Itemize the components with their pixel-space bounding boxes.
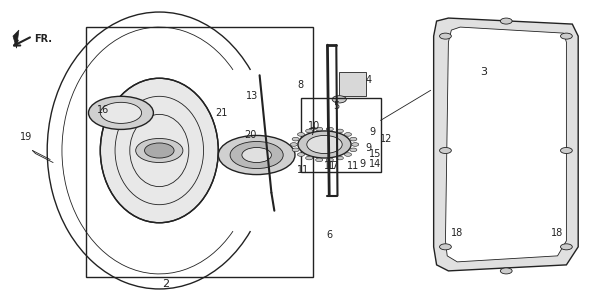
Ellipse shape — [100, 78, 218, 223]
Circle shape — [242, 147, 271, 163]
Text: 2: 2 — [162, 279, 169, 290]
Circle shape — [297, 153, 304, 156]
Text: 21: 21 — [215, 108, 227, 118]
Text: 11: 11 — [347, 161, 359, 171]
Circle shape — [345, 133, 352, 136]
Text: 11: 11 — [324, 161, 336, 171]
Text: 17: 17 — [327, 161, 339, 171]
Circle shape — [326, 127, 333, 131]
Circle shape — [560, 33, 572, 39]
PathPatch shape — [445, 27, 566, 262]
Text: 18: 18 — [552, 228, 563, 238]
Circle shape — [352, 143, 359, 146]
Text: 3: 3 — [480, 67, 487, 77]
Circle shape — [560, 244, 572, 250]
Polygon shape — [13, 30, 19, 48]
Text: 16: 16 — [97, 105, 109, 115]
Text: 7: 7 — [310, 127, 316, 137]
Circle shape — [350, 148, 357, 152]
Circle shape — [316, 158, 323, 162]
Circle shape — [290, 143, 297, 146]
Circle shape — [336, 129, 343, 133]
Circle shape — [100, 102, 142, 123]
Circle shape — [230, 141, 283, 169]
Text: 10: 10 — [309, 120, 320, 131]
Bar — [301, 98, 381, 172]
Text: 14: 14 — [369, 159, 381, 169]
Circle shape — [292, 137, 299, 141]
Circle shape — [136, 138, 183, 163]
Circle shape — [440, 33, 451, 39]
Bar — [339, 72, 366, 96]
Circle shape — [332, 96, 346, 103]
Text: 19: 19 — [21, 132, 32, 142]
Circle shape — [500, 18, 512, 24]
Circle shape — [218, 135, 295, 175]
Circle shape — [88, 96, 153, 129]
Circle shape — [145, 143, 174, 158]
Circle shape — [297, 133, 304, 136]
Circle shape — [298, 131, 351, 158]
Text: 9: 9 — [366, 143, 372, 153]
Text: 13: 13 — [247, 91, 258, 101]
Text: 8: 8 — [298, 80, 304, 90]
Circle shape — [306, 156, 313, 160]
Circle shape — [306, 129, 313, 133]
Circle shape — [350, 137, 357, 141]
Text: 9: 9 — [360, 159, 366, 169]
Bar — [86, 27, 313, 277]
Text: 5: 5 — [333, 101, 339, 111]
Circle shape — [292, 148, 299, 152]
Circle shape — [440, 244, 451, 250]
Text: 6: 6 — [326, 230, 332, 240]
Circle shape — [345, 153, 352, 156]
Circle shape — [307, 135, 342, 154]
Circle shape — [500, 268, 512, 274]
Text: 11: 11 — [297, 165, 309, 175]
Text: 18: 18 — [451, 228, 463, 238]
PathPatch shape — [434, 18, 578, 271]
Circle shape — [440, 147, 451, 154]
Text: 20: 20 — [245, 130, 257, 140]
Circle shape — [316, 127, 323, 131]
Text: 15: 15 — [369, 148, 381, 159]
Circle shape — [560, 147, 572, 154]
Text: FR.: FR. — [34, 34, 53, 44]
Text: 12: 12 — [381, 134, 392, 144]
Circle shape — [336, 156, 343, 160]
Circle shape — [326, 158, 333, 162]
Text: 4: 4 — [366, 75, 372, 85]
Text: 9: 9 — [370, 127, 376, 138]
